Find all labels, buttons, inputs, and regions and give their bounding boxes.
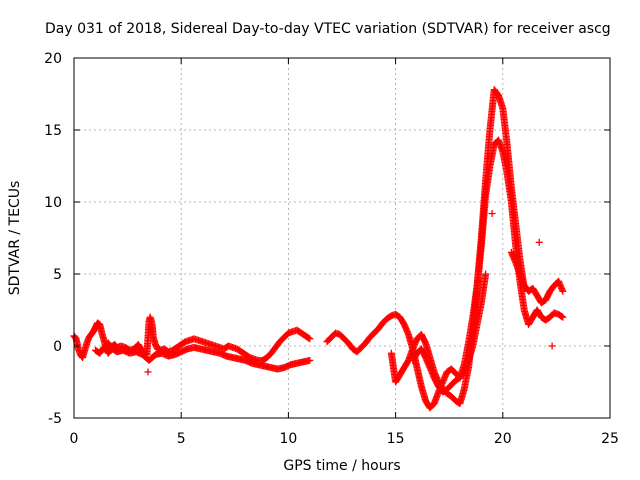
x-tick-label: 5 bbox=[177, 431, 186, 447]
y-tick-label: 15 bbox=[44, 123, 62, 139]
y-tick-label: 5 bbox=[53, 267, 62, 283]
data-point bbox=[559, 287, 567, 295]
grid bbox=[74, 58, 610, 418]
x-tick-label: 0 bbox=[70, 431, 79, 447]
data-point-outlier bbox=[535, 238, 543, 246]
axis-ticks bbox=[73, 57, 611, 419]
data-point-outlier bbox=[548, 342, 556, 350]
data-point-outlier bbox=[144, 368, 152, 376]
y-axis-label: SDTVAR / TECUs bbox=[7, 181, 23, 296]
y-tick-label: 20 bbox=[44, 51, 62, 67]
x-tick-label: 20 bbox=[494, 431, 512, 447]
tick-labels: 0 5 10 15 20 25 -5 0 5 10 15 20 bbox=[44, 51, 619, 447]
data-point-outlier bbox=[488, 210, 496, 218]
y-tick-label: 0 bbox=[53, 339, 62, 355]
data-point bbox=[558, 312, 566, 320]
x-tick-label: 25 bbox=[601, 431, 619, 447]
data-points bbox=[70, 86, 567, 412]
x-tick-label: 10 bbox=[279, 431, 297, 447]
data-point bbox=[306, 356, 314, 364]
y-tick-label: 10 bbox=[44, 195, 62, 211]
y-tick-label: -5 bbox=[48, 411, 62, 427]
plot-frame bbox=[73, 57, 611, 419]
x-tick-label: 15 bbox=[387, 431, 405, 447]
data-point bbox=[482, 270, 490, 278]
data-point bbox=[306, 335, 314, 343]
data-point bbox=[305, 334, 313, 342]
x-axis-label: GPS time / hours bbox=[283, 458, 400, 474]
data-point bbox=[559, 313, 567, 321]
chart-title: Day 031 of 2018, Sidereal Day-to-day VTE… bbox=[45, 21, 611, 37]
